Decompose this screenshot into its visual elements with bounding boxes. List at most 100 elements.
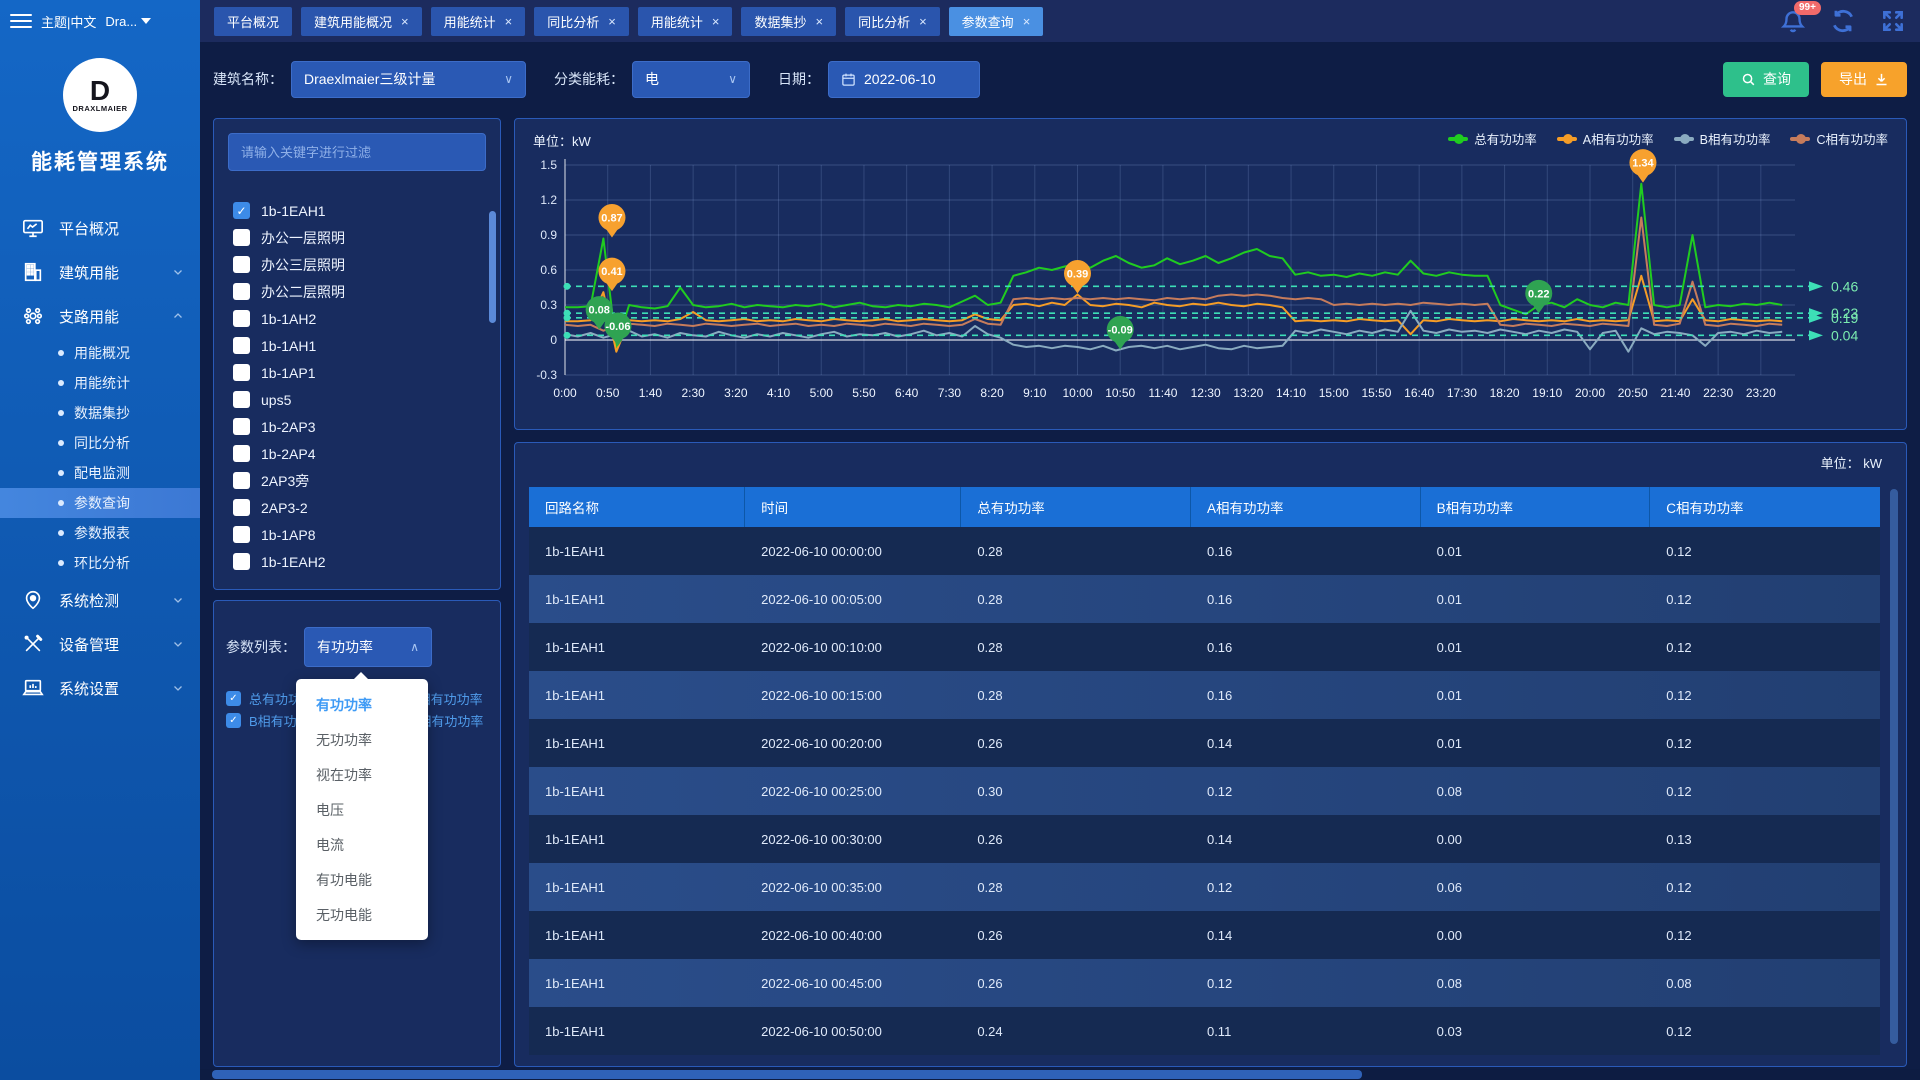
device-item-ups5[interactable]: ups5 bbox=[214, 386, 500, 413]
sidebar-subitem-环比分析[interactable]: 环比分析 bbox=[0, 548, 200, 578]
dropdown-option-有功功率[interactable]: 有功功率 bbox=[296, 687, 428, 722]
sidebar-subitem-数据集抄[interactable]: 数据集抄 bbox=[0, 398, 200, 428]
close-icon[interactable]: × bbox=[608, 14, 616, 29]
device-search-input[interactable] bbox=[228, 133, 486, 171]
checkbox[interactable] bbox=[233, 472, 250, 489]
table-scrollbar[interactable] bbox=[1890, 489, 1898, 1044]
device-item-1b-1EAH1[interactable]: ✓1b-1EAH1 bbox=[214, 197, 500, 224]
table-row[interactable]: 1b-1EAH12022-06-10 00:40:000.260.140.000… bbox=[529, 911, 1880, 959]
tab-同比分析[interactable]: 同比分析× bbox=[845, 7, 940, 36]
sidebar-item-平台概况[interactable]: 平台概况 bbox=[0, 206, 200, 250]
checkbox[interactable] bbox=[233, 283, 250, 300]
checkbox[interactable] bbox=[233, 391, 250, 408]
device-item-1b-1AH2[interactable]: 1b-1AH2 bbox=[214, 305, 500, 332]
building-select[interactable]: Draexlmaier三级计量 ∨ bbox=[291, 61, 526, 98]
checkbox[interactable] bbox=[233, 256, 250, 273]
device-item-2AP3-2[interactable]: 2AP3-2 bbox=[214, 494, 500, 521]
device-item-1b-1EAH2[interactable]: 1b-1EAH2 bbox=[214, 548, 500, 575]
horizontal-scrollbar-thumb[interactable] bbox=[212, 1070, 1362, 1079]
checkbox[interactable] bbox=[233, 337, 250, 354]
tab-数据集抄[interactable]: 数据集抄× bbox=[741, 7, 836, 36]
device-item-2AP3旁[interactable]: 2AP3旁 bbox=[214, 467, 500, 494]
checkbox[interactable] bbox=[233, 445, 250, 462]
user-menu[interactable]: Dra... bbox=[105, 14, 151, 29]
checkbox[interactable] bbox=[233, 553, 250, 570]
device-item-办公一层照明[interactable]: 办公一层照明 bbox=[214, 224, 500, 251]
checkbox[interactable]: ✓ bbox=[233, 202, 250, 219]
sidebar-item-设备管理[interactable]: 设备管理 bbox=[0, 622, 200, 666]
table-row[interactable]: 1b-1EAH12022-06-10 00:00:000.280.160.010… bbox=[529, 527, 1880, 575]
table-row[interactable]: 1b-1EAH12022-06-10 00:50:000.240.110.030… bbox=[529, 1007, 1880, 1055]
sidebar-item-建筑用能[interactable]: 建筑用能 bbox=[0, 250, 200, 294]
checkbox[interactable] bbox=[233, 526, 250, 543]
checkbox[interactable] bbox=[233, 310, 250, 327]
fullscreen-icon[interactable] bbox=[1880, 8, 1906, 34]
energy-type-select[interactable]: 电 ∨ bbox=[632, 61, 750, 98]
sidebar-item-支路用能[interactable]: 支路用能 bbox=[0, 294, 200, 338]
checkbox[interactable]: ✓ bbox=[226, 713, 241, 728]
device-item-1b-1AP8[interactable]: 1b-1AP8 bbox=[214, 521, 500, 548]
tab-同比分析[interactable]: 同比分析× bbox=[534, 7, 629, 36]
svg-text:0.87: 0.87 bbox=[601, 213, 622, 225]
close-icon[interactable]: × bbox=[401, 14, 409, 29]
date-picker[interactable]: 2022-06-10 bbox=[828, 61, 980, 98]
parameter-select[interactable]: 有功功率 ∧ bbox=[304, 627, 432, 667]
sidebar-item-系统设置[interactable]: 系统设置 bbox=[0, 666, 200, 710]
checkbox[interactable] bbox=[233, 364, 250, 381]
query-button[interactable]: 查询 bbox=[1723, 62, 1809, 97]
table-cell: 0.12 bbox=[1650, 911, 1880, 959]
checkbox[interactable] bbox=[233, 499, 250, 516]
sidebar-subitem-用能统计[interactable]: 用能统计 bbox=[0, 368, 200, 398]
checkbox[interactable] bbox=[233, 418, 250, 435]
table-cell: 0.08 bbox=[1421, 959, 1651, 1007]
table-row[interactable]: 1b-1EAH12022-06-10 00:20:000.260.140.010… bbox=[529, 719, 1880, 767]
menu-icon[interactable] bbox=[10, 14, 32, 28]
device-item-1b-1AH1[interactable]: 1b-1AH1 bbox=[214, 332, 500, 359]
theme-language-label[interactable]: 主题|中文 bbox=[41, 12, 96, 31]
export-button[interactable]: 导出 bbox=[1821, 62, 1907, 97]
dropdown-option-电流[interactable]: 电流 bbox=[296, 827, 428, 862]
table-row[interactable]: 1b-1EAH12022-06-10 00:10:000.280.160.010… bbox=[529, 623, 1880, 671]
sidebar-item-系统检测[interactable]: 系统检测 bbox=[0, 578, 200, 622]
close-icon[interactable]: × bbox=[815, 14, 823, 29]
tab-用能统计[interactable]: 用能统计× bbox=[638, 7, 733, 36]
tab-建筑用能概况[interactable]: 建筑用能概况× bbox=[301, 7, 422, 36]
tab-参数查询[interactable]: 参数查询× bbox=[949, 7, 1044, 36]
svg-text:0.3: 0.3 bbox=[540, 298, 557, 312]
sidebar-subitem-用能概况[interactable]: 用能概况 bbox=[0, 338, 200, 368]
sidebar-subitem-同比分析[interactable]: 同比分析 bbox=[0, 428, 200, 458]
table-row[interactable]: 1b-1EAH12022-06-10 00:45:000.260.120.080… bbox=[529, 959, 1880, 1007]
table-row[interactable]: 1b-1EAH12022-06-10 00:15:000.280.160.010… bbox=[529, 671, 1880, 719]
svg-text:4:10: 4:10 bbox=[767, 386, 791, 400]
close-icon[interactable]: × bbox=[712, 14, 720, 29]
dropdown-option-无功电能[interactable]: 无功电能 bbox=[296, 897, 428, 932]
dropdown-option-有功电能[interactable]: 有功电能 bbox=[296, 862, 428, 897]
dropdown-option-无功功率[interactable]: 无功功率 bbox=[296, 722, 428, 757]
checkbox[interactable]: ✓ bbox=[226, 691, 241, 706]
device-item-办公三层照明[interactable]: 办公三层照明 bbox=[214, 251, 500, 278]
device-list-scrollbar[interactable] bbox=[489, 211, 496, 323]
table-row[interactable]: 1b-1EAH12022-06-10 00:25:000.300.120.080… bbox=[529, 767, 1880, 815]
sidebar-subitem-参数报表[interactable]: 参数报表 bbox=[0, 518, 200, 548]
sidebar-subitem-配电监测[interactable]: 配电监测 bbox=[0, 458, 200, 488]
table-row[interactable]: 1b-1EAH12022-06-10 00:30:000.260.140.000… bbox=[529, 815, 1880, 863]
sidebar-subitem-参数查询[interactable]: 参数查询 bbox=[0, 488, 200, 518]
checkbox[interactable] bbox=[233, 229, 250, 246]
dropdown-option-电压[interactable]: 电压 bbox=[296, 792, 428, 827]
table-row[interactable]: 1b-1EAH12022-06-10 00:05:000.280.160.010… bbox=[529, 575, 1880, 623]
close-icon[interactable]: × bbox=[1023, 14, 1031, 29]
notifications-bell-icon[interactable]: 99+ bbox=[1780, 8, 1806, 34]
table-row[interactable]: 1b-1EAH12022-06-10 00:35:000.280.120.060… bbox=[529, 863, 1880, 911]
dropdown-option-视在功率[interactable]: 视在功率 bbox=[296, 757, 428, 792]
close-icon[interactable]: × bbox=[505, 14, 513, 29]
device-item-1b-1AP1[interactable]: 1b-1AP1 bbox=[214, 359, 500, 386]
tab-平台概况[interactable]: 平台概况 bbox=[214, 7, 292, 36]
device-item-1b-2AP3[interactable]: 1b-2AP3 bbox=[214, 413, 500, 440]
refresh-icon[interactable] bbox=[1830, 8, 1856, 34]
device-item-办公二层照明[interactable]: 办公二层照明 bbox=[214, 278, 500, 305]
tab-用能统计[interactable]: 用能统计× bbox=[431, 7, 526, 36]
device-item-1b-2AP4[interactable]: 1b-2AP4 bbox=[214, 440, 500, 467]
close-icon[interactable]: × bbox=[919, 14, 927, 29]
table-cell: 0.08 bbox=[1421, 767, 1651, 815]
column-header-回路名称: 回路名称 bbox=[529, 487, 745, 527]
